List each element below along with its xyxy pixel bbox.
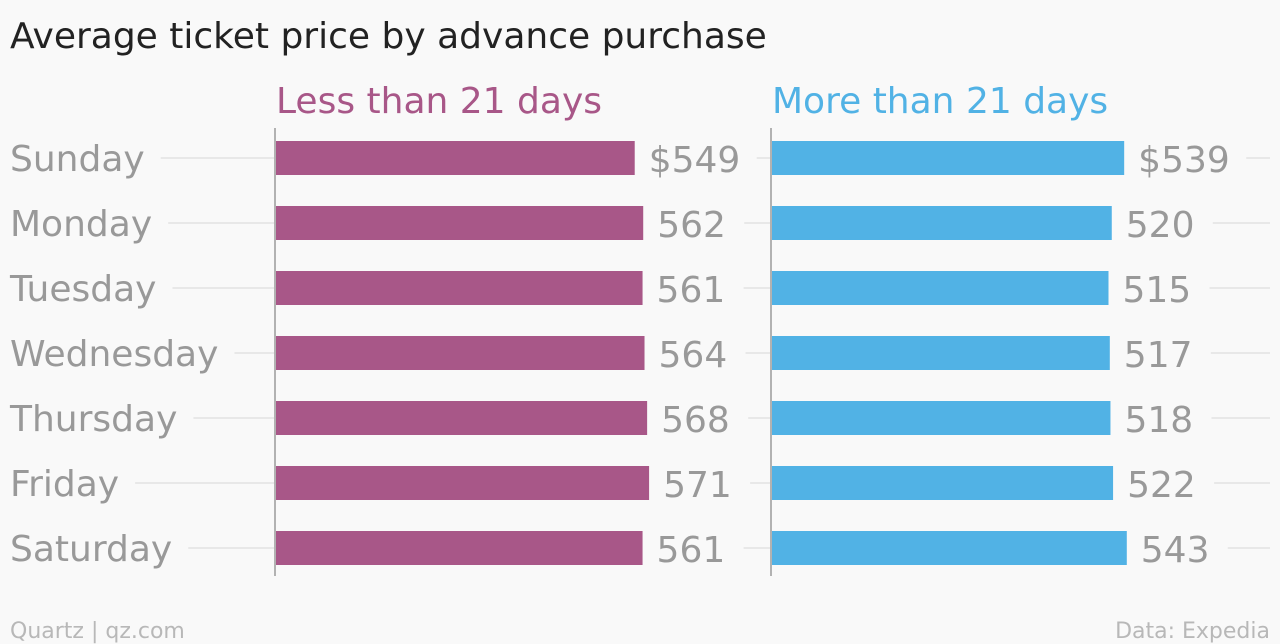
data-label-more-than-21-days-saturday: 543 [1141, 530, 1210, 571]
data-label-more-than-21-days-tuesday: 515 [1123, 270, 1192, 311]
source-credit: Quartz | qz.com [10, 619, 185, 644]
data-label-more-than-21-days-sunday: $539 [1138, 140, 1230, 181]
data-label-more-than-21-days-monday: 520 [1126, 205, 1195, 246]
category-label-wednesday: Wednesday [10, 334, 218, 375]
data-label-less-than-21-days-monday: 562 [657, 205, 726, 246]
data-label-more-than-21-days-thursday: 518 [1124, 400, 1193, 441]
panel-more-than-21-days: More than 21 days $539 520 515 517 518 522 543 [770, 81, 1230, 576]
series-label-more-than-21-days: More than 21 days [772, 81, 1108, 122]
data-label-more-than-21-days-wednesday: 517 [1124, 335, 1193, 376]
bar-less-than-21-days-wednesday [276, 336, 645, 370]
panel-less-than-21-days: Less than 21 days $549 562 561 564 568 571 561 [274, 81, 741, 576]
category-label-monday: Monday [10, 204, 152, 245]
bar-more-than-21-days-saturday [772, 531, 1127, 565]
category-label-tuesday: Tuesday [9, 269, 156, 310]
bar-more-than-21-days-monday [772, 206, 1112, 240]
category-label-friday: Friday [10, 464, 119, 505]
series-label-less-than-21-days: Less than 21 days [276, 81, 602, 122]
category-label-thursday: Thursday [9, 399, 177, 440]
data-source: Data: Expedia [1115, 619, 1270, 644]
data-label-less-than-21-days-friday: 571 [663, 465, 732, 506]
bar-less-than-21-days-tuesday [276, 271, 643, 305]
bar-less-than-21-days-sunday [276, 141, 635, 175]
bar-more-than-21-days-friday [772, 466, 1114, 500]
bar-less-than-21-days-monday [276, 206, 644, 240]
category-label-saturday: Saturday [10, 529, 172, 570]
data-label-less-than-21-days-thursday: 568 [661, 400, 730, 441]
bar-more-than-21-days-wednesday [772, 336, 1110, 370]
gridlines [135, 157, 1270, 549]
panels: Less than 21 days $549 562 561 564 568 571 561 M… [274, 81, 1230, 576]
category-labels: Sunday Monday Tuesday Wednesday Thursday Frid… [9, 139, 218, 570]
bar-less-than-21-days-friday [276, 466, 650, 500]
bar-less-than-21-days-saturday [276, 531, 643, 565]
bar-more-than-21-days-tuesday [772, 271, 1109, 305]
data-label-less-than-21-days-sunday: $549 [649, 140, 741, 181]
bar-less-than-21-days-thursday [276, 401, 648, 435]
data-label-less-than-21-days-tuesday: 561 [657, 270, 726, 311]
data-label-more-than-21-days-friday: 522 [1127, 465, 1196, 506]
bar-more-than-21-days-sunday [772, 141, 1125, 175]
data-label-less-than-21-days-wednesday: 564 [659, 335, 728, 376]
bar-more-than-21-days-thursday [772, 401, 1111, 435]
chart-title: Average ticket price by advance purchase [10, 16, 767, 57]
category-label-sunday: Sunday [10, 139, 145, 180]
data-label-less-than-21-days-saturday: 561 [657, 530, 726, 571]
